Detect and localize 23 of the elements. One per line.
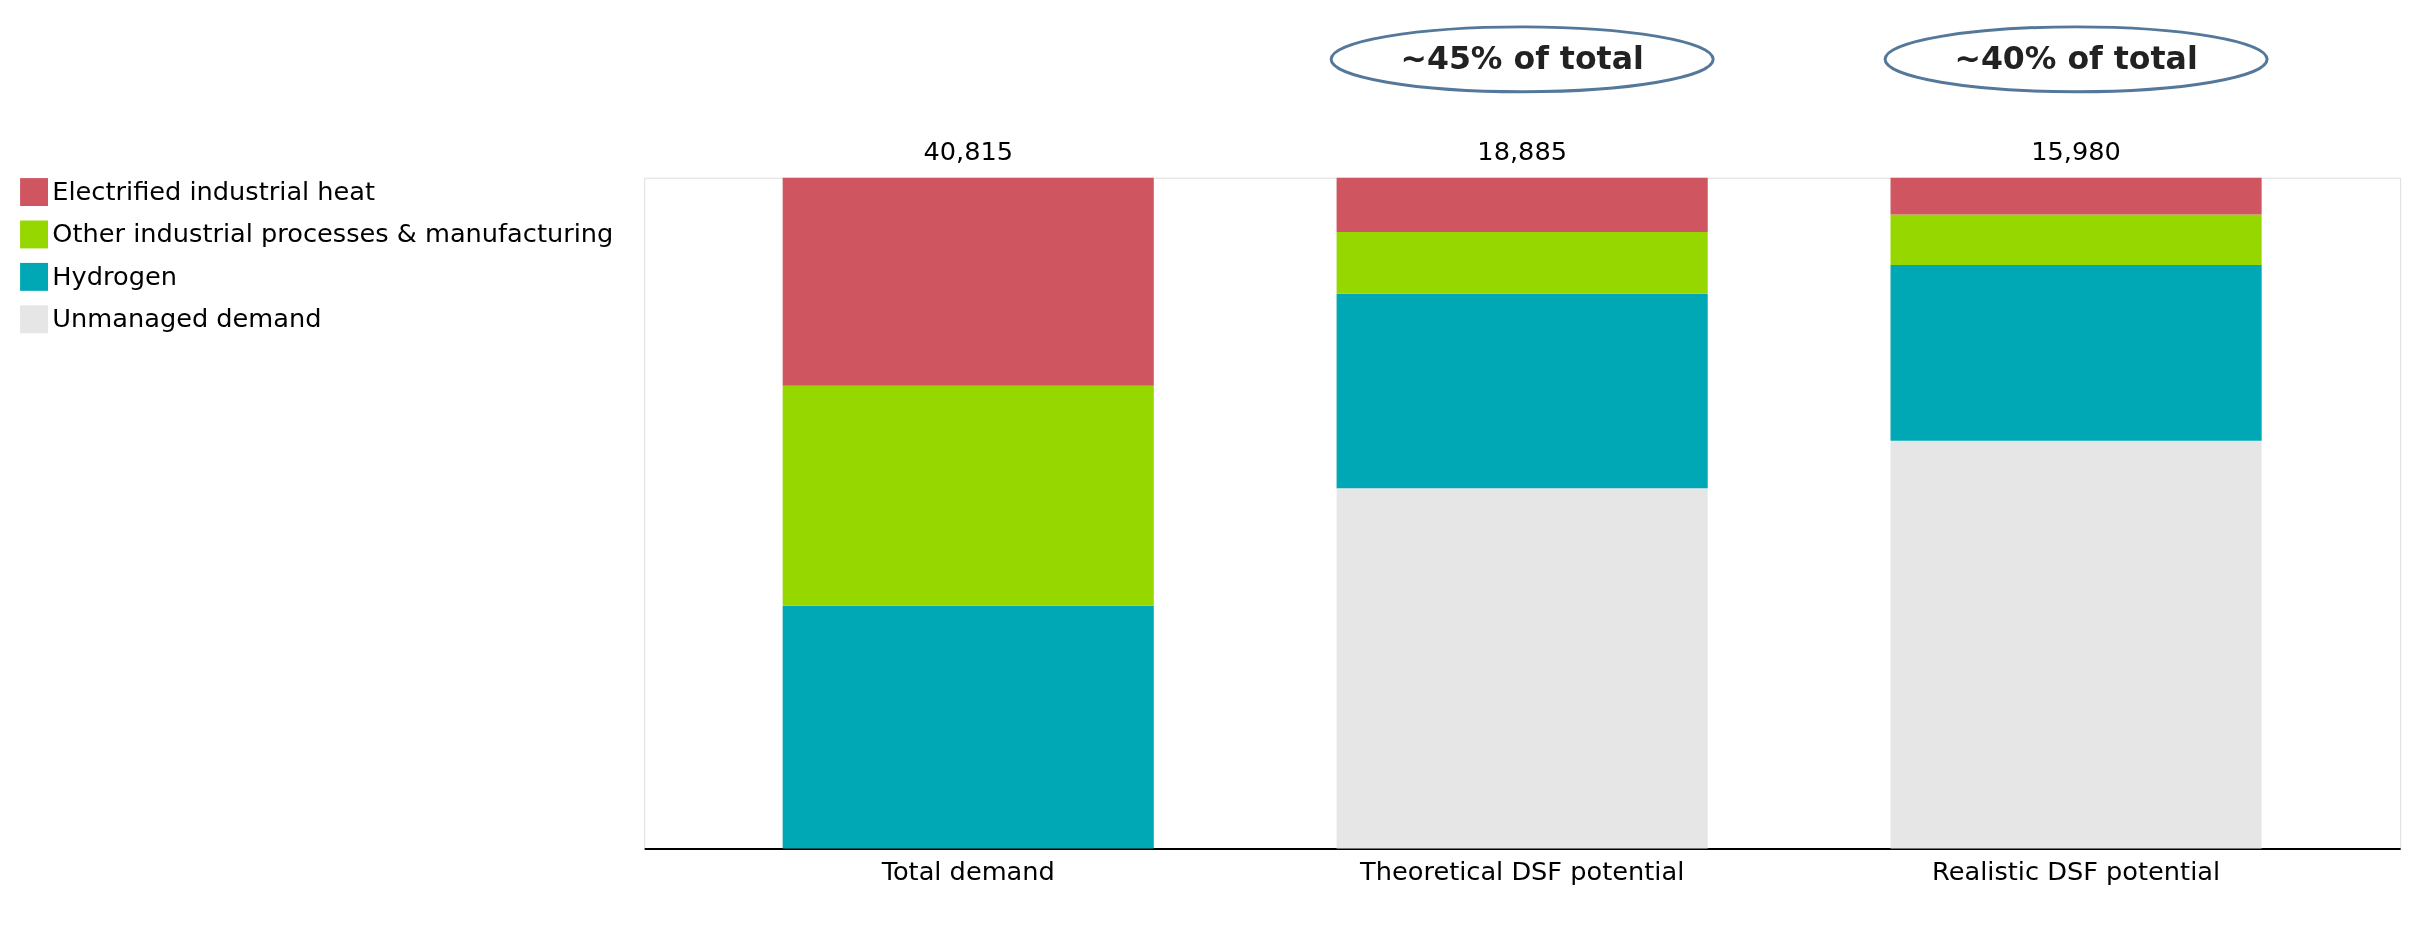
annotation: 18,885 [1477, 135, 1567, 166]
legend-label: Electrified industrial heat [52, 175, 376, 206]
bar [782, 385, 1154, 606]
bar [1890, 214, 2262, 265]
bar [1336, 488, 1708, 849]
bar [782, 605, 1154, 849]
bar [782, 177, 1154, 386]
text: ~45% of total [1400, 40, 1644, 77]
text: ~40% of total [1954, 40, 2198, 77]
x-tick-label: Total demand [880, 855, 1055, 886]
bar [1890, 440, 2262, 849]
x-tick-label: Realistic DSF potential [1932, 855, 2221, 886]
annotation: 40,815 [923, 135, 1014, 166]
bar [1890, 264, 2262, 441]
legend-label: Hydrogen [52, 260, 177, 291]
bar [1336, 293, 1708, 489]
bar [1890, 177, 2262, 215]
annotation: 15,980 [2031, 135, 2121, 166]
bar [1336, 177, 1708, 233]
legend-label: Other industrial processes & manufacturing [52, 218, 614, 249]
x-tick-label: Theoretical DSF potential [1359, 855, 1685, 886]
bar [1336, 232, 1708, 294]
legend-label: Unmanaged demand [52, 303, 322, 334]
